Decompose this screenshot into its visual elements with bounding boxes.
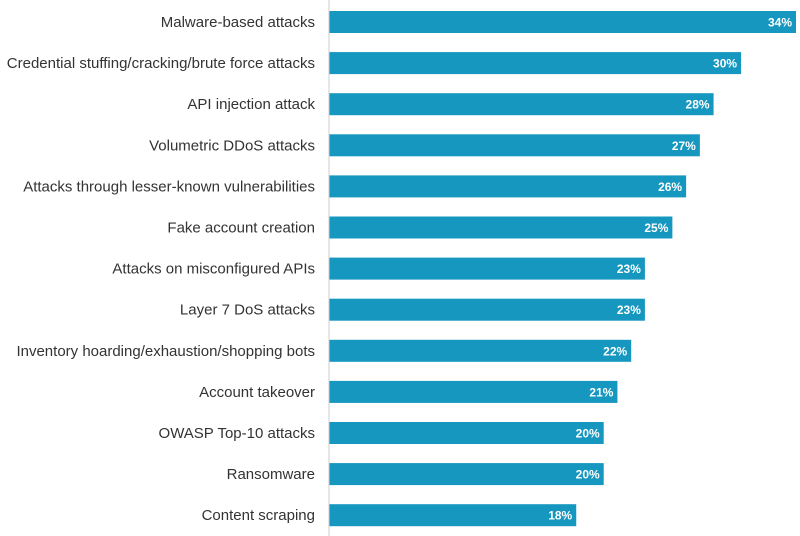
category-label: Content scraping [202, 507, 315, 524]
data-label: 30% [713, 57, 737, 71]
data-label: 28% [686, 98, 710, 112]
category-label: Ransomware [227, 466, 315, 483]
category-label: Attacks through lesser-known vulnerabili… [23, 178, 315, 195]
category-label: Credential stuffing/cracking/brute force… [7, 55, 315, 72]
bar [329, 380, 618, 403]
data-label: 26% [658, 180, 682, 194]
bar [329, 463, 604, 486]
bar [329, 134, 700, 157]
bar [329, 175, 687, 198]
category-label: OWASP Top-10 attacks [159, 425, 315, 442]
data-label: 20% [576, 427, 600, 441]
bar [329, 93, 714, 116]
bar [329, 216, 673, 239]
category-label: Attacks on misconfigured APIs [112, 261, 315, 278]
bar [329, 52, 742, 75]
bar [329, 298, 645, 321]
data-label: 21% [589, 385, 613, 399]
bar [329, 504, 577, 527]
category-label: Fake account creation [167, 220, 315, 237]
category-label: Volumetric DDoS attacks [149, 137, 315, 154]
category-label: Layer 7 DoS attacks [180, 302, 315, 319]
data-label: 18% [548, 509, 572, 523]
category-label: Malware-based attacks [161, 14, 315, 31]
data-label: 23% [617, 303, 641, 317]
bar [329, 422, 604, 444]
data-label: 23% [617, 262, 641, 276]
data-label: 25% [644, 221, 668, 235]
bars-group: Malware-based attacks 34% Credential stuff… [7, 11, 796, 527]
data-label: 27% [672, 139, 696, 153]
data-label: 34% [768, 16, 792, 30]
bar [329, 11, 796, 33]
bar [329, 339, 632, 362]
bar [329, 257, 645, 280]
category-label: Account takeover [199, 384, 315, 401]
data-label: 22% [603, 344, 627, 358]
data-label: 20% [576, 468, 600, 482]
category-label: API injection attack [187, 96, 315, 113]
category-label: Inventory hoarding/exhaustion/shopping b… [16, 343, 315, 360]
